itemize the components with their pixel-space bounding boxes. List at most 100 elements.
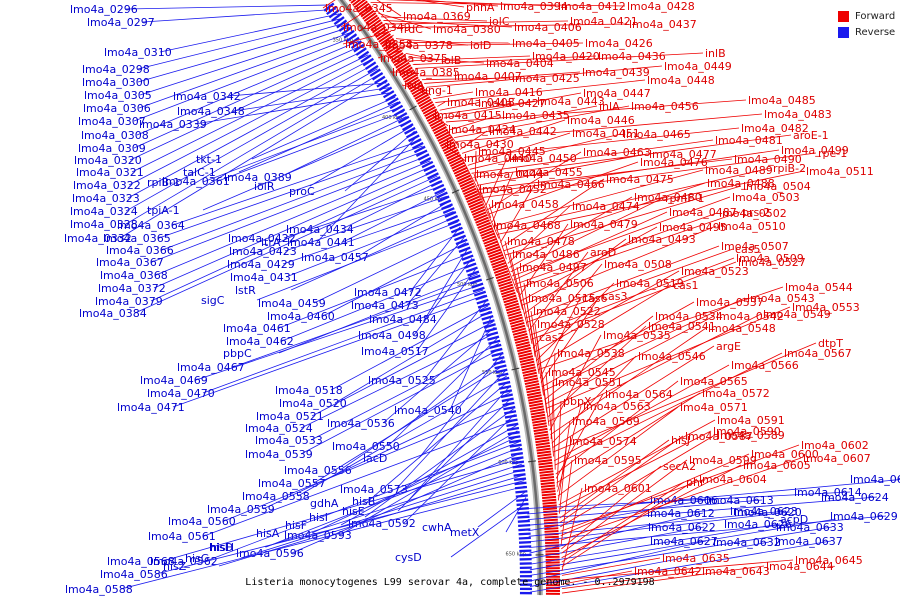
forward-gene-label: lmo4a_0440: [464, 152, 532, 165]
reverse-gene-label: lmo4a_0459: [258, 297, 326, 310]
forward-gene-arrow: [466, 195, 481, 203]
forward-gene-arrow: [545, 555, 560, 559]
forward-gene-label: lmo4a_0406: [514, 21, 582, 34]
reverse-gene-arrow: [517, 511, 530, 515]
forward-gene-label: lmo4a_0435: [502, 109, 570, 122]
reverse-gene-label: lmo4a_0324: [70, 205, 138, 218]
reverse-gene-arrow: [510, 452, 523, 457]
reverse-gene-label: lmo4a_0368: [100, 269, 168, 282]
reverse-gene-arrow: [499, 385, 512, 390]
rev-label-leader: [139, 26, 350, 96]
reverse-gene-arrow: [358, 50, 370, 60]
fwd-label-leader: [525, 297, 540, 374]
rev-label-leader: [137, 17, 343, 70]
fwd-label-leader: [452, 105, 598, 135]
rev-label-leader: [279, 116, 407, 178]
forward-gene-label: lmo4a_0451: [572, 127, 640, 140]
fwd-label-leader: [378, 12, 432, 30]
forward-gene-label: lmo4a_0487: [669, 206, 737, 219]
reverse-gene-label: hisG: [185, 552, 209, 565]
forward-gene-label: lmo4a_0567: [784, 347, 852, 360]
forward-gene-label: lmo4a_0545: [548, 366, 616, 379]
reverse-gene-label: lmo4a_0462: [226, 335, 294, 348]
rev-label-leader: [162, 458, 522, 562]
forward-gene-arrow: [540, 478, 555, 483]
rev-label-leader: [155, 160, 431, 276]
reverse-gene-arrow: [423, 164, 436, 173]
reverse-gene-arrow: [449, 222, 462, 230]
forward-gene-arrow: [412, 88, 427, 98]
forward-gene-arrow: [411, 86, 425, 96]
rev-label-leader: [217, 111, 404, 182]
forward-gene-arrow: [433, 126, 447, 135]
forward-gene-label: cas1: [673, 279, 699, 292]
forward-gene-arrow: [512, 327, 527, 334]
fwd-label-leader: [376, 0, 402, 17]
forward-gene-label: lmo4a_0421: [570, 15, 638, 28]
forward-gene-label: rpiB-2: [773, 162, 806, 175]
forward-gene-arrow: [522, 369, 537, 375]
rev-label-leader: [119, 77, 384, 239]
reverse-gene-arrow: [472, 286, 485, 293]
forward-gene-label: lmo4a_0643: [702, 565, 770, 578]
forward-gene-arrow: [392, 54, 406, 64]
forward-gene-arrow: [482, 235, 497, 243]
forward-gene-arrow: [348, 0, 352, 2]
forward-gene-arrow: [486, 245, 501, 253]
rev-label-leader: [407, 386, 510, 502]
axis-tick: [451, 189, 460, 194]
reverse-gene-arrow: [371, 72, 384, 81]
fwd-label-leader: [322, 0, 336, 9]
forward-gene-arrow: [491, 259, 505, 266]
forward-gene-arrow: [492, 262, 506, 269]
reverse-gene-label: hisI: [309, 511, 328, 524]
reverse-gene-label: lmo4a_0467: [177, 361, 245, 374]
forward-gene-label: lmo4a_0450: [509, 152, 577, 165]
reverse-gene-label: lmo4a_0620: [734, 506, 802, 519]
forward-gene-label: cas6: [582, 292, 608, 305]
forward-gene-label: lmo4a_0495: [659, 221, 727, 234]
reverse-gene-label: lmo4a_0434: [286, 223, 354, 236]
forward-gene-label: lmo4a_0544: [785, 281, 853, 294]
forward-gene-arrow: [483, 237, 498, 245]
forward-gene-arrow: [478, 224, 493, 232]
fwd-label-leader: [504, 185, 742, 256]
forward-gene-arrow: [536, 450, 551, 455]
forward-gene-arrow: [533, 425, 548, 430]
fwd-label-leader: [431, 114, 449, 127]
rev-label-leader: [264, 463, 523, 548]
forward-gene-label: lmo4a_0543: [747, 292, 815, 305]
fwd-label-leader: [461, 119, 566, 154]
rev-label-leader: [529, 540, 707, 582]
rev-label-leader: [395, 370, 506, 490]
reverse-gene-label: iolR: [254, 180, 275, 193]
reverse-gene-label: lmo4a_0606: [650, 494, 718, 507]
reverse-gene-label: hisA: [256, 527, 280, 540]
reverse-gene-arrow: [519, 579, 532, 582]
legend-forward: Forward: [838, 8, 900, 24]
forward-gene-label: lmo4a_0635: [662, 552, 730, 565]
fwd-label-leader: [382, 34, 394, 46]
forward-gene-arrow: [509, 316, 524, 323]
reverse-gene-label: lmo4a_0473: [351, 299, 419, 312]
reverse-gene-label: lmo4a_0372: [98, 282, 166, 295]
fwd-label-leader: [545, 371, 554, 457]
fwd-label-leader: [529, 257, 735, 336]
forward-gene-arrow: [468, 200, 483, 209]
forward-gene-label: lmo4a_0456: [631, 100, 699, 113]
reverse-gene-label: tpiA-1: [147, 204, 180, 217]
rev-label-leader: [232, 278, 480, 368]
reverse-gene-label: lmo4a_0471: [117, 401, 185, 414]
fwd-label-leader: [469, 133, 622, 170]
fwd-label-leader: [504, 240, 524, 310]
forward-gene-arrow: [421, 103, 435, 113]
forward-gene-arrow: [389, 49, 403, 60]
axis-tick-label: 650 kbp: [506, 552, 526, 558]
rev-label-leader: [228, 82, 387, 97]
fwd-label-leader: [545, 315, 715, 405]
axis-tick-label: 400 kbp: [382, 115, 402, 121]
forward-gene-arrow: [506, 308, 521, 315]
forward-gene-arrow: [476, 219, 490, 227]
reverse-gene-arrow: [499, 389, 513, 394]
reverse-gene-label: lmo4a_0517: [361, 345, 429, 358]
